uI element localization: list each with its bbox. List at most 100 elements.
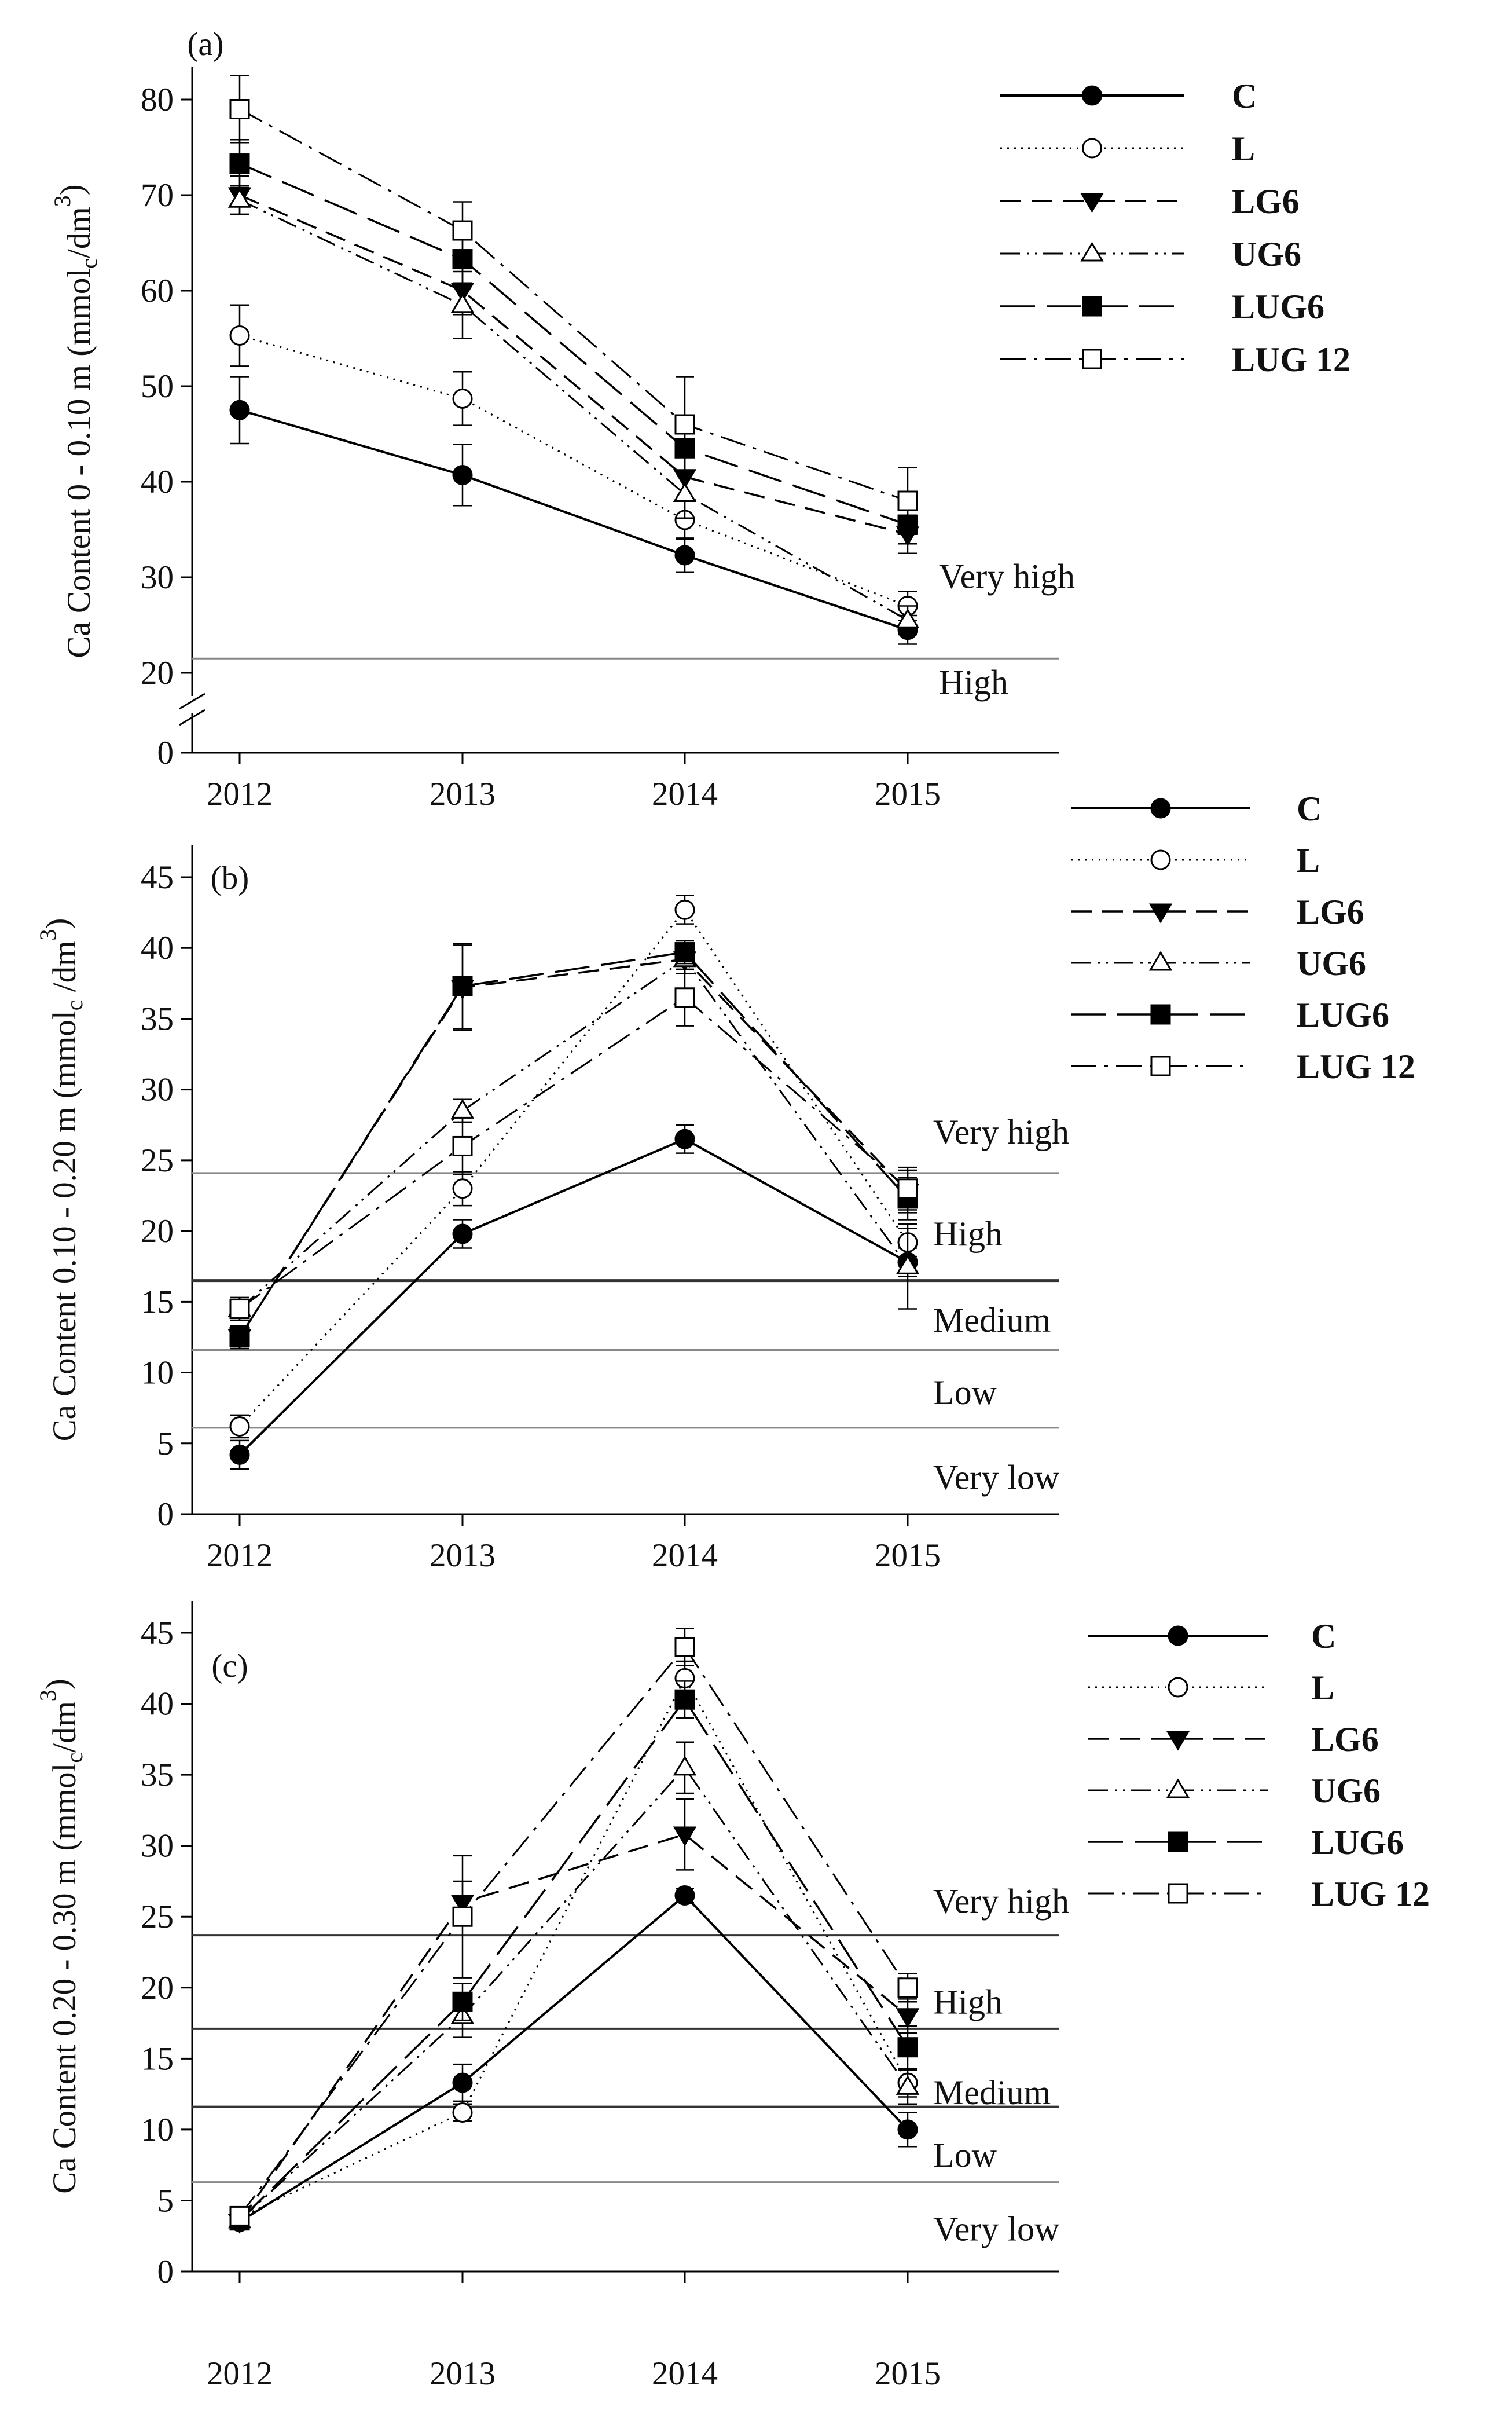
y-tick-label: 30 bbox=[141, 559, 174, 596]
y-axis-label-sub: c bbox=[61, 1001, 87, 1011]
y-axis-label: Ca Content 0.20 - 0.30 m (mmolc/dm3) bbox=[35, 1679, 87, 2194]
data-point-lug-12 bbox=[897, 490, 918, 511]
y-tick-label: 45 bbox=[141, 1615, 174, 1651]
y-axis-label: Ca Content 0 - 0.10 m (mmolc/dm3) bbox=[49, 184, 102, 658]
legend-item-ug6: UG6 bbox=[1088, 1772, 1381, 1810]
legend-label: LG6 bbox=[1297, 893, 1364, 931]
legend-marker bbox=[1166, 1778, 1190, 1798]
x-tick-label: 2012 bbox=[207, 776, 273, 812]
series-line-ug6 bbox=[239, 958, 909, 1310]
legend-item-lug6: LUG6 bbox=[1088, 1823, 1404, 1862]
x-tick-label: 2014 bbox=[652, 2355, 718, 2392]
y-axis-label-part: Ca Content 0.20 - 0.30 m (mmol bbox=[46, 1763, 83, 2194]
y-axis-label-sub: c bbox=[76, 258, 102, 269]
y-tick-label: 0 bbox=[157, 1496, 174, 1533]
y-tick-label: 60 bbox=[141, 273, 174, 309]
panel-b: 0 5 10 15 20 25 30 35 40 45 2012 2013 2014 2015 Ca Con… bbox=[35, 790, 1415, 1574]
y-tick-label: 35 bbox=[141, 1757, 174, 1793]
legend-item-lg6: LG6 bbox=[1088, 1720, 1379, 1758]
y-tick-label: 80 bbox=[141, 82, 174, 118]
data-point-c bbox=[229, 1444, 250, 1465]
data-point-c bbox=[452, 2072, 473, 2093]
category-label-low: Low bbox=[933, 2136, 997, 2174]
series-lg6 bbox=[227, 175, 920, 554]
legend-label: LUG 12 bbox=[1232, 340, 1350, 379]
data-point-lug6 bbox=[229, 1327, 250, 1347]
legend-item-ug6: UG6 bbox=[1000, 235, 1301, 273]
legend-marker bbox=[1168, 1831, 1188, 1852]
legend-marker bbox=[1150, 1004, 1171, 1025]
data-point-lug6 bbox=[674, 1689, 695, 1710]
legend-item-l: L bbox=[1088, 1669, 1334, 1707]
y-axis-label-sub: c bbox=[61, 1753, 87, 1763]
series-line-lug-12 bbox=[239, 108, 908, 502]
x-tick-label: 2014 bbox=[652, 776, 718, 812]
legend-label: UG6 bbox=[1311, 1772, 1381, 1810]
x-tick-label: 2015 bbox=[875, 776, 941, 812]
series-l bbox=[229, 1660, 918, 2228]
data-point-l bbox=[452, 2102, 473, 2123]
y-tick-label: 30 bbox=[141, 1072, 174, 1108]
data-point-lug-12 bbox=[229, 99, 250, 119]
category-label-very-high: Very high bbox=[939, 557, 1075, 595]
data-point-ug6 bbox=[227, 188, 252, 208]
legend-marker bbox=[1168, 1677, 1188, 1698]
data-point-l bbox=[452, 1178, 473, 1199]
y-tick-label: 40 bbox=[141, 930, 174, 966]
series-line-lug-12 bbox=[239, 996, 908, 1310]
legend-marker bbox=[1168, 1883, 1188, 1904]
y-tick-label: 50 bbox=[141, 368, 174, 405]
data-point-l bbox=[452, 388, 473, 409]
data-point-lug-12 bbox=[452, 1906, 473, 1927]
legend-item-lg6: LG6 bbox=[1071, 893, 1364, 931]
y-tick-label: 30 bbox=[141, 1828, 174, 1864]
y-axis-label-part: ) bbox=[39, 918, 76, 929]
data-point-ug6 bbox=[450, 293, 475, 313]
legend-item-ug6: UG6 bbox=[1071, 944, 1366, 983]
legend: CL LG6 UG6 LUG6 LUG 12 bbox=[1071, 790, 1415, 1086]
series-lug6 bbox=[229, 1680, 918, 2231]
legend-item-lg6: LG6 bbox=[1000, 182, 1300, 221]
y-axis-label: Ca Content 0.10 - 0.20 m (mmolc /dm3) bbox=[35, 918, 87, 1442]
y-tick-label: 25 bbox=[141, 1899, 174, 1935]
legend-marker bbox=[1150, 798, 1171, 819]
category-label-high: High bbox=[939, 664, 1008, 702]
panel-label: (b) bbox=[211, 860, 249, 896]
data-point-l bbox=[674, 899, 695, 920]
legend-item-c: C bbox=[1088, 1617, 1336, 1655]
panel-c: 0 5 10 15 20 25 30 35 40 45 2012 2013 2014 2015 Ca Con… bbox=[35, 1601, 1430, 2392]
y-tick-label: 20 bbox=[141, 1213, 174, 1250]
legend-marker bbox=[1150, 849, 1171, 870]
category-label-medium: Medium bbox=[933, 2073, 1051, 2112]
y-axis-label-part: ) bbox=[54, 184, 90, 195]
y-axis-label-part: /dm bbox=[46, 1701, 83, 1753]
data-point-ug6 bbox=[896, 1254, 920, 1274]
axis-break-mark bbox=[179, 709, 205, 726]
data-point-lug-12 bbox=[452, 220, 473, 241]
series-c bbox=[229, 1885, 918, 2232]
legend-label: LG6 bbox=[1311, 1720, 1379, 1758]
data-point-lug-12 bbox=[897, 1977, 918, 1998]
legend-marker bbox=[1168, 1625, 1188, 1646]
legend-label: LUG6 bbox=[1232, 288, 1324, 326]
legend-marker bbox=[1082, 296, 1102, 317]
x-tick-label: 2014 bbox=[652, 1537, 718, 1574]
data-point-lg6 bbox=[896, 2008, 920, 2028]
series-ug6 bbox=[227, 944, 920, 1321]
legend-label: UG6 bbox=[1297, 944, 1366, 983]
data-point-lug6 bbox=[452, 976, 473, 996]
legend-label: L bbox=[1232, 130, 1255, 168]
series-line-ug6 bbox=[238, 1766, 909, 2221]
y-tick-label: 0 bbox=[157, 2254, 174, 2290]
data-point-l bbox=[229, 325, 250, 346]
series-line-lug-12 bbox=[238, 1645, 909, 2217]
data-point-c bbox=[674, 545, 695, 566]
x-tick-label: 2013 bbox=[430, 1537, 496, 1574]
data-point-lug-12 bbox=[229, 1299, 250, 1320]
data-point-lg6 bbox=[673, 1826, 697, 1847]
y-tick-label: 15 bbox=[141, 1284, 174, 1320]
legend-label: L bbox=[1297, 841, 1320, 880]
series-line-lg6 bbox=[238, 1833, 909, 2223]
legend: CL LG6 UG6 LUG6 LUG 12 bbox=[1000, 77, 1350, 379]
legend-item-lug6: LUG6 bbox=[1071, 996, 1389, 1034]
